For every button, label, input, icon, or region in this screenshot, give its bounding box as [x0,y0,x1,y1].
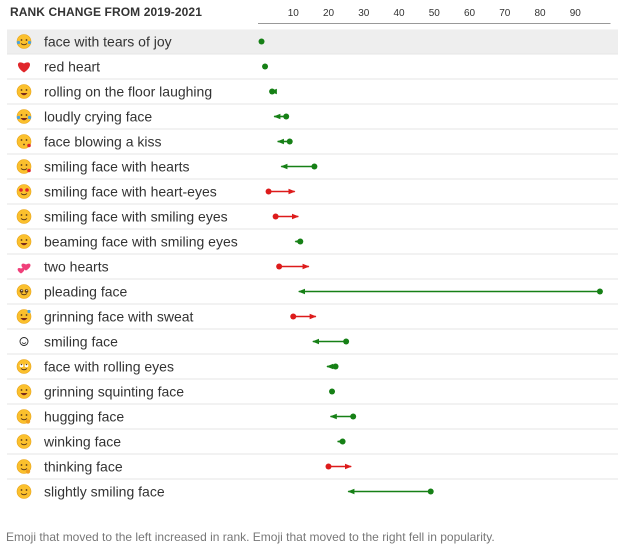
grinning-face-with-sweat-icon [16,309,32,324]
rank-2019-point [325,463,332,470]
rank-2019-point [339,438,346,445]
rank-2019-point [290,313,297,320]
smiling-face-with-hearts-icon [16,159,32,174]
row-label: slightly smiling face [44,484,165,500]
chart-footnote: Emoji that moved to the left increased i… [6,530,495,544]
smiling-face-icon [19,337,29,346]
row-label: thinking face [44,459,123,475]
x-tick-label: 80 [534,8,546,19]
rank-2019-point [283,113,290,120]
x-tick-label: 20 [323,8,335,19]
row-label: face with tears of joy [44,34,172,50]
chart-row: smiling face with heart-eyes [7,178,618,200]
chart-title: RANK CHANGE FROM 2019-2021 [10,5,202,19]
red-heart-icon [17,62,31,73]
chart-row: face with tears of joy [16,34,265,50]
rank-2019-point [262,63,269,70]
row-label: rolling on the floor laughing [44,84,212,100]
row-label: grinning face with sweat [44,309,194,325]
chart-row: red heart [7,53,618,75]
rank-2019-point [286,138,293,145]
x-tick-label: 10 [288,8,300,19]
chart-row: smiling face with hearts [7,153,618,175]
thinking-face-icon [16,459,32,474]
rank-2019-point [265,188,272,195]
beaming-face-with-smiling-eyes-icon [16,234,32,249]
face-with-rolling-eyes-icon [16,359,32,374]
chart-row: smiling face with smiling eyes [7,203,618,225]
chart-row: grinning squinting face [7,378,618,400]
chart-row: rolling on the floor laughing [7,78,618,100]
row-label: smiling face with heart-eyes [44,184,217,200]
rank-2019-point [269,88,276,95]
chart-row: winking face [7,428,618,450]
rank-2019-point [272,213,279,220]
chart-row: grinning face with sweat [7,303,618,325]
smiling-face-with-heart-eyes-icon [16,184,32,199]
row-label: two hearts [44,259,109,275]
x-tick-label: 60 [464,8,476,19]
x-tick-label: 40 [393,8,405,19]
row-label: hugging face [44,409,124,425]
grinning-squinting-face-icon [16,384,32,399]
row-label: red heart [44,59,100,75]
x-tick-label: 70 [499,8,511,19]
row-label: beaming face with smiling eyes [44,234,238,250]
chart-row: slightly smiling face [7,478,618,500]
chart-row: pleading face [7,278,618,300]
rank-2019-point [276,263,283,270]
row-label: smiling face [44,334,118,350]
rank-2019-point [427,488,434,495]
row-label: loudly crying face [44,109,152,125]
rank-2019-point [297,238,304,245]
face-blowing-a-kiss-icon [16,134,32,149]
chart-row: face with rolling eyes [7,353,618,375]
row-highlight [7,29,618,54]
row-label: winking face [43,434,121,450]
chart-row: smiling face [7,328,618,350]
hugging-face-icon [16,409,32,424]
rank-2019-point [311,163,318,170]
rank-2019-point [332,363,339,370]
row-label: smiling face with smiling eyes [44,209,228,225]
chart-row: loudly crying face [7,103,618,125]
winking-face-icon [16,434,32,449]
pleading-face-icon [16,284,32,299]
chart-row: hugging face [7,403,618,425]
x-tick-label: 90 [570,8,582,19]
row-label: face blowing a kiss [44,134,162,150]
row-label: pleading face [44,284,128,300]
rank-2019-point [350,413,357,420]
row-label: face with rolling eyes [44,359,174,375]
row-label: smiling face with hearts [44,159,190,175]
smiling-face-with-smiling-eyes-icon [16,209,32,224]
two-hearts-icon [17,263,31,274]
slightly-smiling-face-icon [16,484,32,499]
rank-2019-point [258,38,265,45]
rank-2019-point [329,388,336,395]
face-with-tears-of-joy-icon [16,34,32,49]
rolling-on-the-floor-laughing-icon [16,84,32,99]
chart-row: beaming face with smiling eyes [7,228,618,250]
loudly-crying-face-icon [16,109,32,124]
rank-2019-point [596,288,603,295]
x-tick-label: 30 [358,8,370,19]
x-tick-label: 50 [429,8,441,19]
chart-row: face blowing a kiss [7,128,618,150]
chart-row: thinking face [7,453,618,475]
row-label: grinning squinting face [44,384,184,400]
chart-row: two hearts [7,253,618,275]
rank-2019-point [343,338,350,345]
